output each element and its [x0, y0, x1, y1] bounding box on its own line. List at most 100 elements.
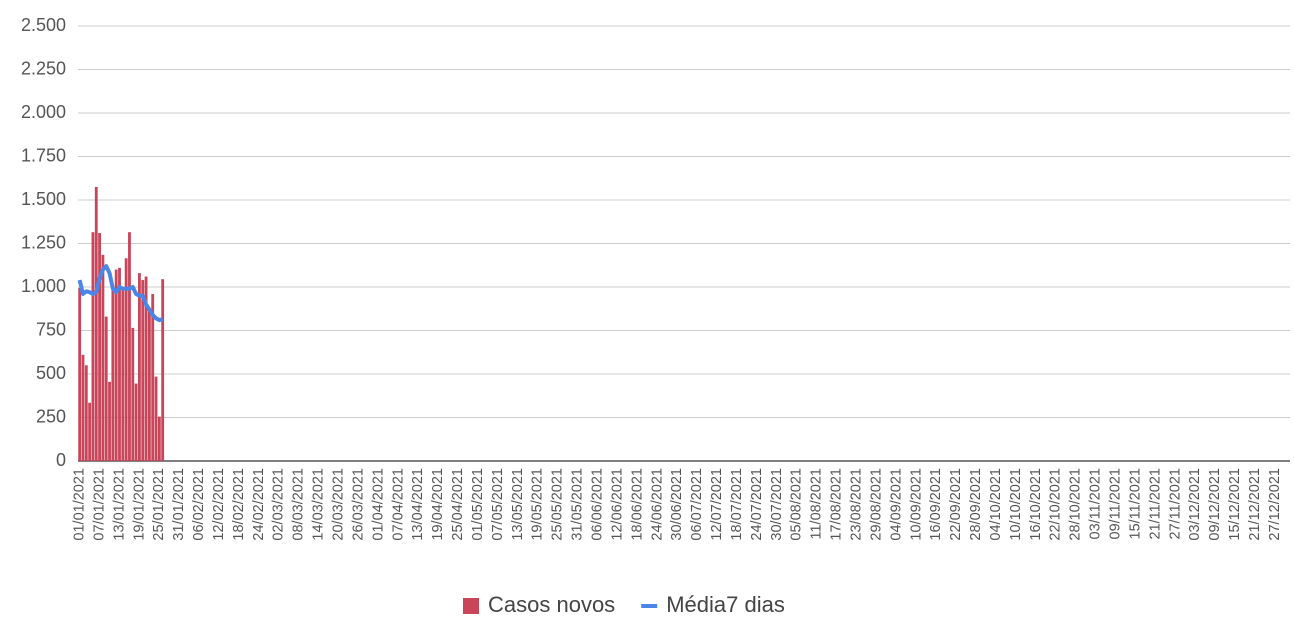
bar [118, 267, 121, 461]
x-tick-label: 16/10/2021 [1028, 468, 1044, 541]
x-tick-label: 26/03/2021 [350, 468, 366, 541]
x-tick-label: 31/01/2021 [171, 468, 187, 541]
x-tick-label: 19/01/2021 [131, 468, 147, 541]
y-tick-label: 500 [36, 363, 66, 383]
bar [161, 279, 165, 461]
bar [111, 287, 115, 461]
line-series [77, 264, 164, 323]
legend-label: Casos novos [488, 592, 615, 617]
x-tick-label: 04/09/2021 [888, 468, 904, 541]
bar [108, 381, 111, 461]
bar [151, 293, 155, 461]
bar [157, 416, 161, 461]
x-tick-label: 22/10/2021 [1048, 468, 1064, 541]
bar [101, 254, 105, 461]
x-tick-label: 01/05/2021 [470, 468, 486, 541]
x-tick-label: 25/05/2021 [550, 468, 566, 541]
x-tick-label: 09/11/2021 [1107, 468, 1123, 540]
x-tick-label: 24/02/2021 [251, 468, 267, 541]
x-tick-label: 12/06/2021 [609, 468, 625, 541]
x-tick-label: 03/12/2021 [1187, 468, 1203, 541]
x-tick-label: 19/04/2021 [430, 468, 446, 541]
bar [147, 307, 151, 461]
y-tick-label: 2.500 [21, 15, 66, 35]
x-tick-label: 17/08/2021 [829, 468, 845, 541]
x-tick-label: 09/12/2021 [1207, 468, 1223, 541]
x-tick-label: 27/11/2021 [1167, 468, 1183, 540]
x-tick-label: 13/01/2021 [111, 468, 127, 541]
legend-label: Média7 dias [666, 592, 785, 617]
x-tick-label: 23/08/2021 [848, 468, 864, 541]
x-tick-label: 03/11/2021 [1088, 468, 1104, 540]
x-tick-label: 12/07/2021 [709, 468, 725, 541]
bar [121, 290, 125, 461]
x-tick-label: 08/03/2021 [291, 468, 307, 541]
legend-swatch [641, 604, 658, 608]
bar [124, 258, 128, 461]
x-tick-label: 10/10/2021 [1008, 468, 1024, 541]
x-tick-label: 11/08/2021 [809, 468, 825, 540]
bar [84, 365, 88, 461]
y-tick-label: 0 [56, 450, 66, 470]
x-tick-label: 06/07/2021 [689, 468, 705, 541]
x-tick-label: 01/04/2021 [370, 468, 386, 541]
y-tick-label: 2.250 [21, 58, 66, 78]
x-tick-label: 27/12/2021 [1267, 468, 1283, 541]
x-tick-label: 12/02/2021 [211, 468, 227, 541]
y-tick-label: 1.750 [21, 145, 66, 165]
bar [94, 186, 98, 461]
x-tick-label: 18/02/2021 [231, 468, 247, 541]
bar [81, 354, 85, 461]
x-tick-label: 15/12/2021 [1227, 468, 1243, 541]
x-tick-label: 13/04/2021 [410, 468, 426, 541]
x-tick-label: 19/05/2021 [530, 468, 546, 541]
x-tick-label: 20/03/2021 [330, 468, 346, 541]
x-tick-label: 16/09/2021 [928, 468, 944, 541]
x-tick-label: 10/09/2021 [908, 468, 924, 541]
x-tick-label: 22/09/2021 [948, 468, 964, 541]
bar [138, 273, 141, 461]
x-tick-label: 05/08/2021 [789, 468, 805, 541]
bar [104, 316, 108, 461]
bar [88, 402, 92, 461]
x-tick-label: 21/11/2021 [1147, 468, 1163, 540]
legend-swatch [463, 598, 479, 614]
x-tick-label: 29/08/2021 [868, 468, 884, 541]
x-tick-label: 18/07/2021 [729, 468, 745, 541]
x-tick-label: 24/06/2021 [649, 468, 665, 541]
x-tick-label: 31/05/2021 [570, 468, 586, 541]
x-tick-label: 30/06/2021 [669, 468, 685, 541]
bar [134, 383, 138, 461]
x-tick-label: 06/06/2021 [589, 468, 605, 541]
bar [141, 280, 145, 461]
bar [114, 269, 118, 461]
x-tick-label: 07/01/2021 [91, 468, 107, 541]
x-tick-label: 25/04/2021 [450, 468, 466, 541]
x-tick-label: 30/07/2021 [769, 468, 785, 541]
x-tick-label: 24/07/2021 [749, 468, 765, 541]
bar [128, 232, 131, 461]
x-tick-label: 28/10/2021 [1068, 468, 1084, 541]
y-tick-label: 1.500 [21, 189, 66, 209]
x-tick-label: 06/02/2021 [191, 468, 207, 541]
y-tick-label: 250 [36, 406, 66, 426]
x-tick-label: 28/09/2021 [968, 468, 984, 541]
x-tick-label: 21/12/2021 [1247, 468, 1263, 541]
y-tick-label: 750 [36, 319, 66, 339]
x-tick-label: 01/01/2021 [71, 468, 87, 541]
x-tick-label: 18/06/2021 [629, 468, 645, 541]
bar [131, 327, 135, 461]
x-tick-label: 04/10/2021 [988, 468, 1004, 541]
x-tick-label: 15/11/2021 [1127, 468, 1143, 540]
x-tick-label: 14/03/2021 [311, 468, 327, 541]
x-tick-label: 13/05/2021 [510, 468, 526, 541]
y-tick-label: 1.250 [21, 232, 66, 252]
bar [144, 276, 148, 461]
x-tick-label: 07/05/2021 [490, 468, 506, 541]
x-tick-label: 07/04/2021 [390, 468, 406, 541]
y-tick-label: 1.000 [21, 276, 66, 296]
bar [91, 232, 95, 461]
x-tick-label: 02/03/2021 [271, 468, 287, 541]
y-tick-label: 2.000 [21, 102, 66, 122]
